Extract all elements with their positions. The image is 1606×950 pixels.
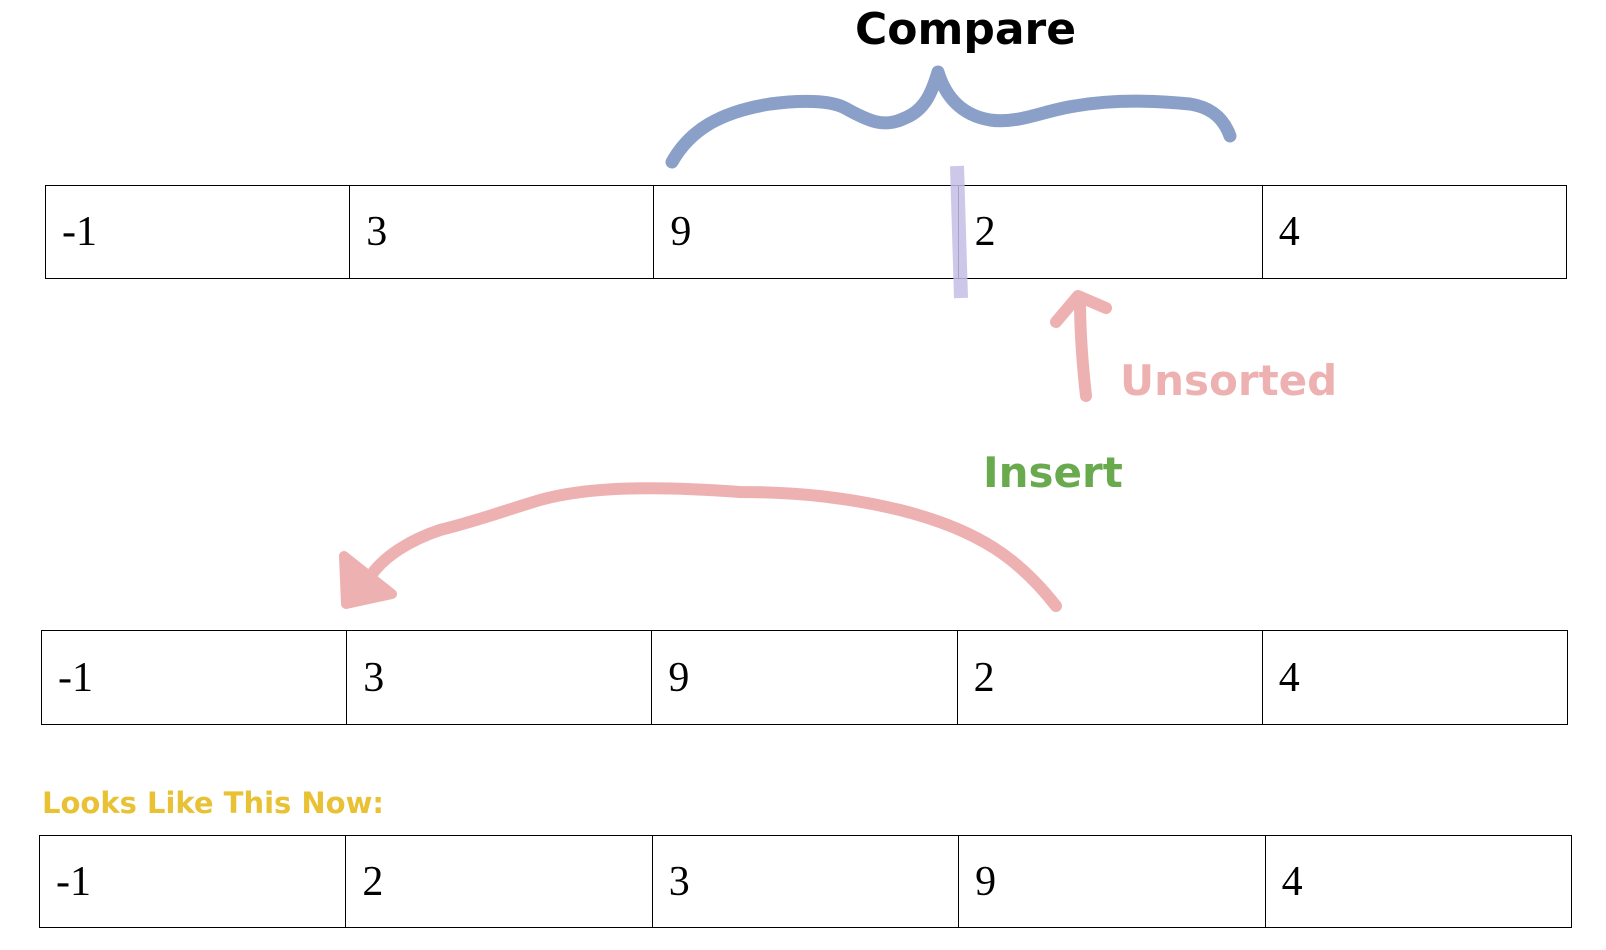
array-cell: 9 — [651, 630, 958, 725]
array-cell: 9 — [653, 185, 959, 279]
array-cell: 9 — [958, 835, 1266, 928]
array-cell: 3 — [346, 630, 653, 725]
compare-brace — [665, 65, 1237, 169]
array-row-before: -1 3 9 2 4 — [44, 185, 1568, 279]
compare-label: Compare — [855, 4, 1077, 55]
insert-arrowhead — [339, 551, 397, 609]
array-cell: -1 — [38, 835, 347, 928]
array-cell: -1 — [44, 185, 351, 279]
array-cell: 3 — [349, 185, 655, 279]
array-cell: -1 — [40, 630, 348, 725]
unsorted-label: Unsorted — [1120, 356, 1338, 405]
array-row-after: -1 2 3 9 4 — [38, 835, 1573, 928]
result-label: Looks Like This Now: — [42, 786, 384, 820]
array-cell: 4 — [1261, 630, 1569, 725]
array-cell: 4 — [1264, 835, 1573, 928]
array-row-insert: -1 3 9 2 4 — [40, 630, 1569, 725]
array-cell: 2 — [956, 630, 1263, 725]
array-cell: 4 — [1261, 185, 1568, 279]
array-cell: 2 — [957, 185, 1263, 279]
array-cell: 2 — [345, 835, 653, 928]
insert-label: Insert — [983, 448, 1123, 497]
unsorted-arrow — [1050, 290, 1112, 402]
array-cell: 3 — [651, 835, 960, 928]
insert-arrow — [366, 482, 1062, 612]
